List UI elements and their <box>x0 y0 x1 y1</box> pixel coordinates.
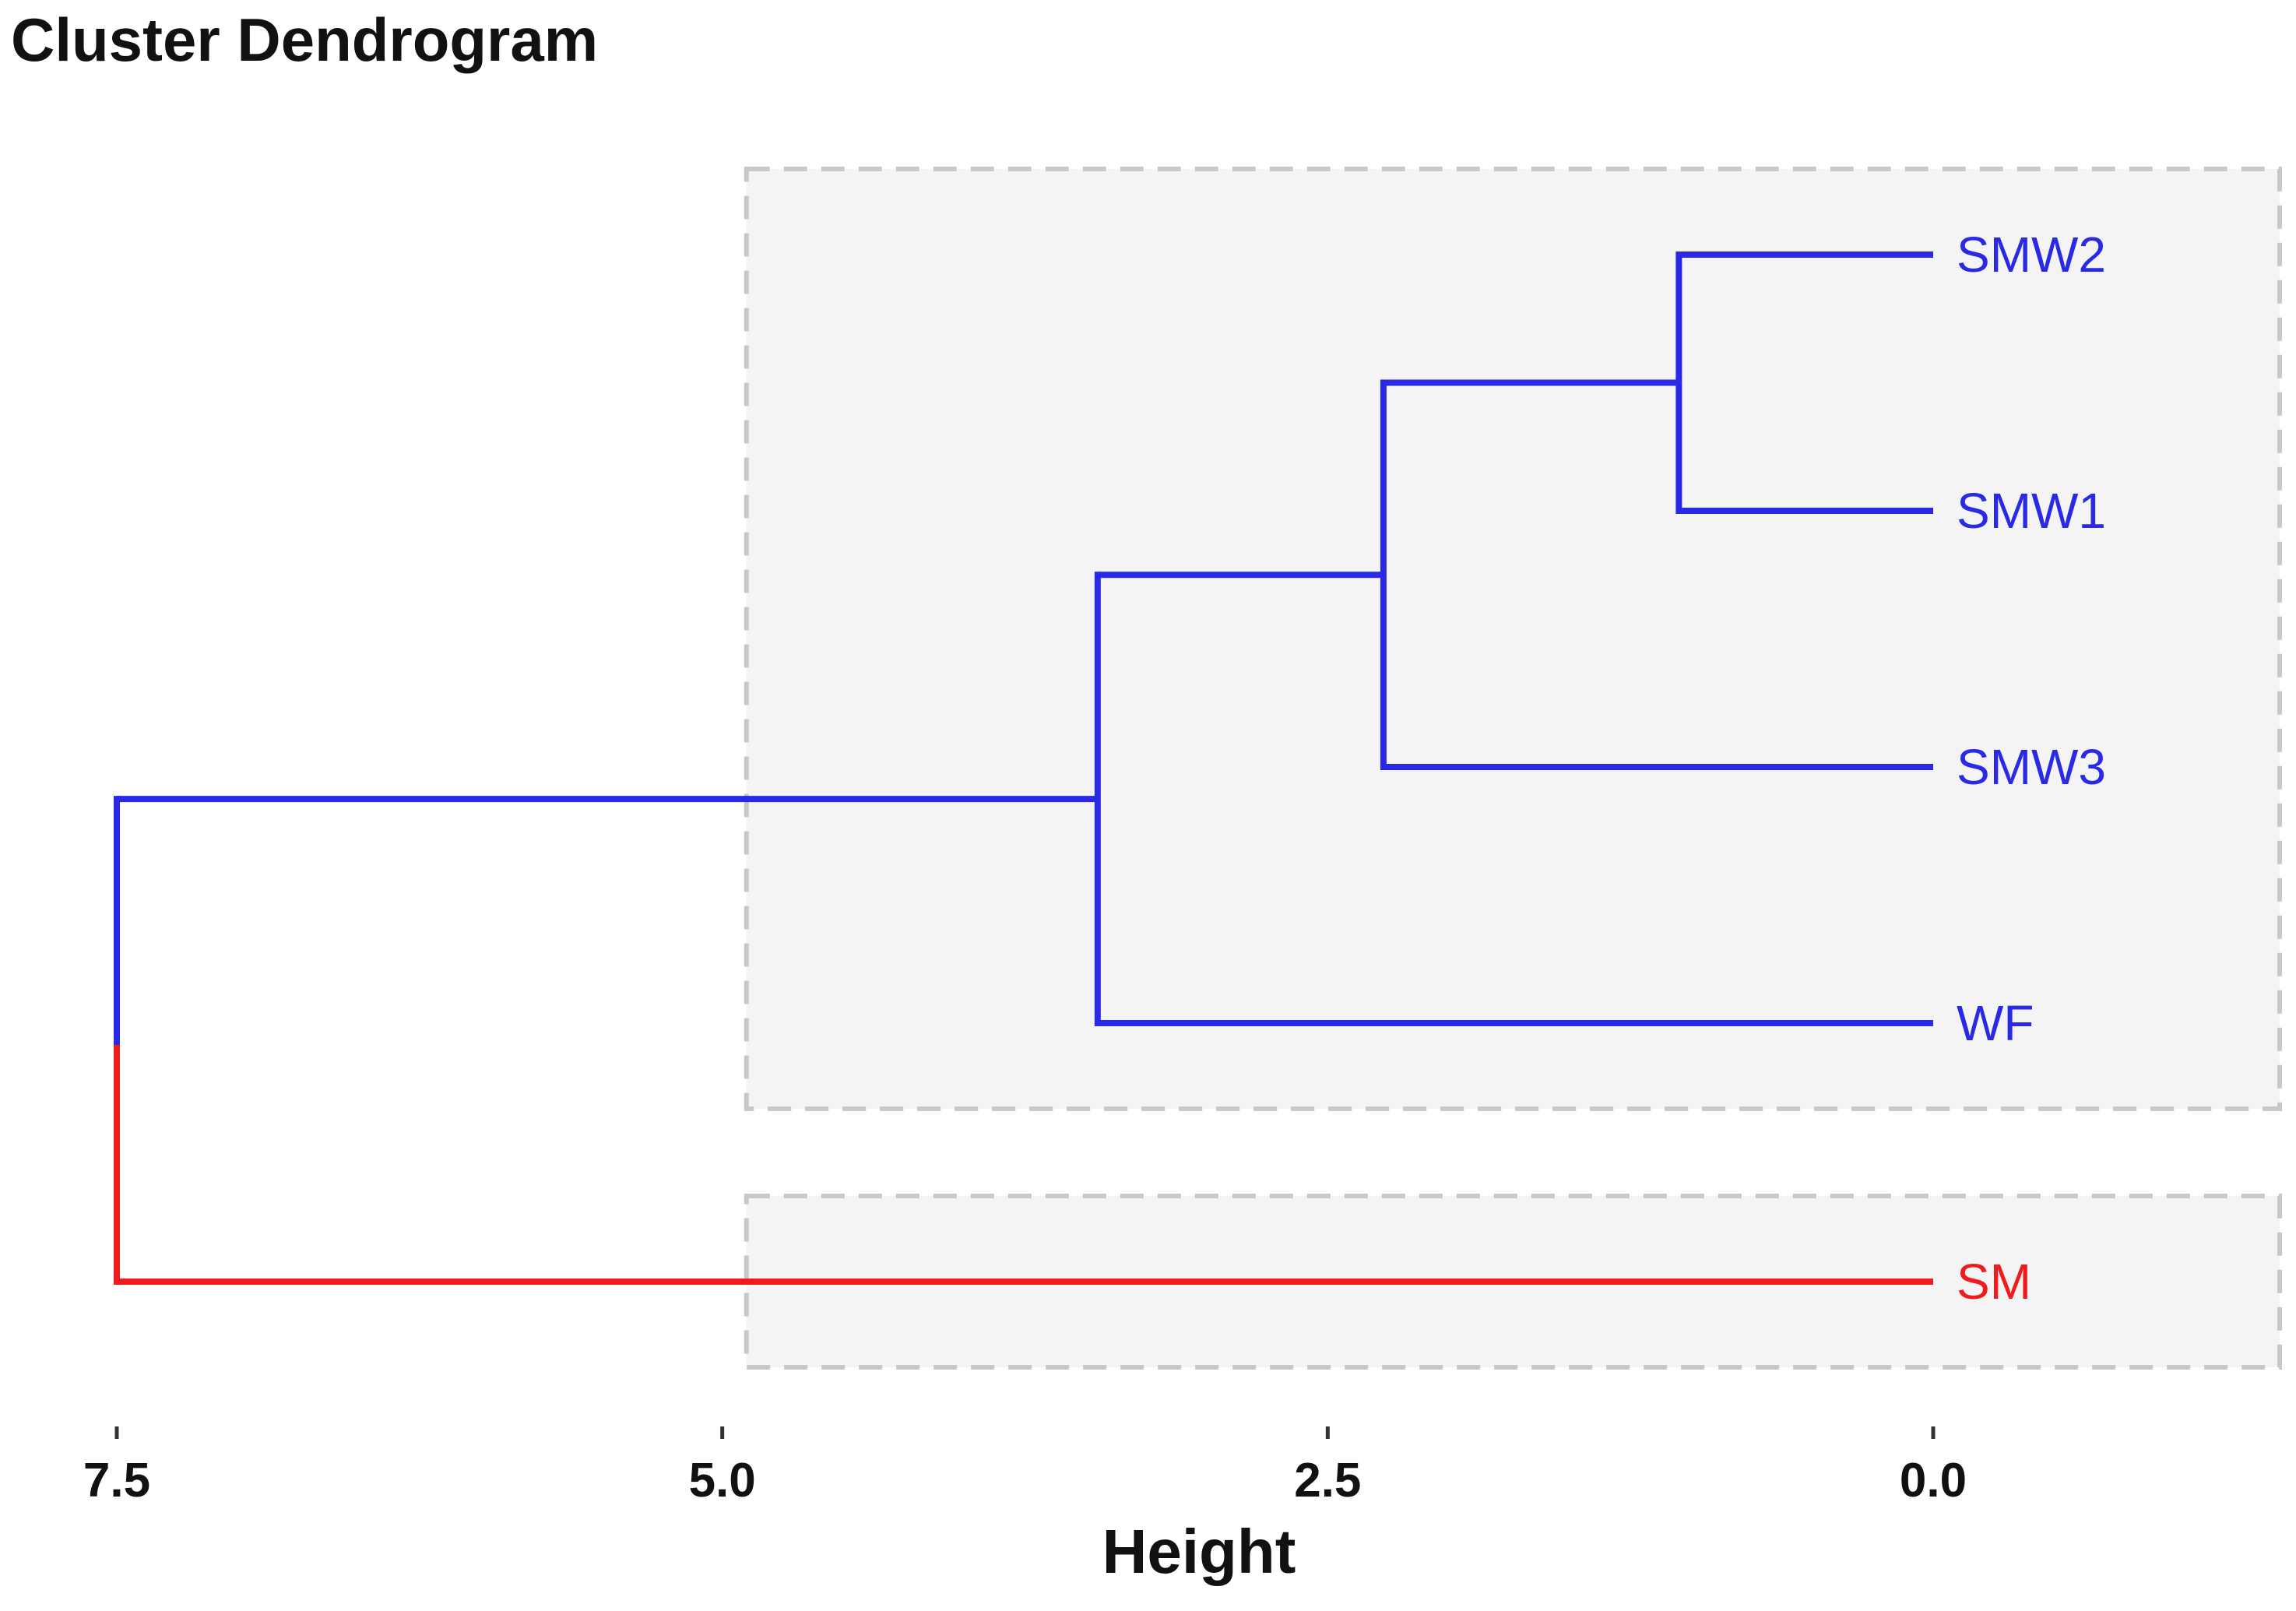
leaf-label-smw2: SMW2 <box>1957 227 2106 283</box>
leaf-label-wf: WF <box>1957 995 2034 1051</box>
x-tick-label-3: 0.0 <box>1900 1454 1967 1507</box>
leaf-label-smw1: SMW1 <box>1957 483 2106 539</box>
cluster-rects <box>744 167 2282 1370</box>
x-tick-label-0: 7.5 <box>83 1454 150 1507</box>
x-axis: 7.5 5.0 2.5 0.0 <box>83 1426 1967 1507</box>
leaf-label-sm: SM <box>1957 1254 2031 1310</box>
x-axis-title: Height <box>1102 1517 1296 1586</box>
chart-title: Cluster Dendrogram <box>11 5 599 74</box>
dendrogram-branches <box>114 251 1933 1285</box>
x-tick-label-2: 2.5 <box>1294 1454 1361 1507</box>
leaf-labels: SMW2 SMW1 SMW3 WF SM <box>1957 227 2106 1310</box>
x-tick-label-1: 5.0 <box>689 1454 756 1507</box>
leaf-label-smw3: SMW3 <box>1957 739 2106 795</box>
cluster-rect-1 <box>744 167 2282 1111</box>
